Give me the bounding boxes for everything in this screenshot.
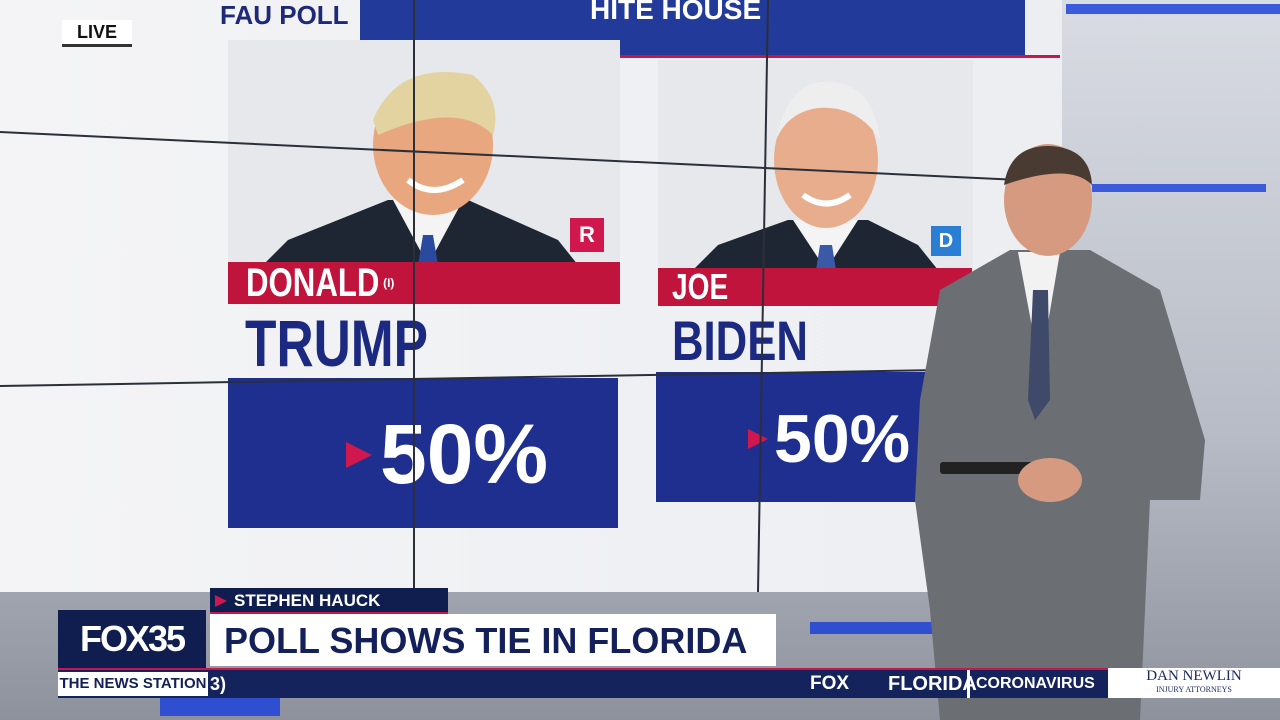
ticker-item: FLORIDA bbox=[888, 673, 977, 695]
sponsor-name: DAN NEWLIN bbox=[1146, 668, 1242, 684]
last-name: BIDEN bbox=[672, 308, 846, 374]
ticker-fragment: 3) bbox=[210, 674, 227, 694]
incumbent-note: (I) bbox=[383, 276, 395, 290]
share-box: 50% bbox=[228, 378, 618, 528]
live-badge: LIVE bbox=[62, 20, 132, 47]
reporter-bar: STEPHEN HAUCK bbox=[210, 588, 448, 614]
photo-panel bbox=[228, 40, 620, 265]
last-name: TRUMP bbox=[245, 305, 480, 381]
party-badge: R bbox=[570, 218, 604, 252]
portrait bbox=[693, 81, 938, 270]
share: 50% bbox=[380, 407, 549, 501]
studio-light bbox=[810, 622, 940, 634]
ticker-item: CORONAVIRUS bbox=[976, 675, 1095, 692]
banner-text: HITE HOUSE bbox=[590, 0, 762, 25]
first-name: JOE bbox=[672, 266, 729, 307]
banner-stripe bbox=[440, 55, 1060, 58]
pointer bbox=[215, 595, 227, 607]
portrait bbox=[263, 72, 578, 265]
poll-label: FAU POLL bbox=[220, 0, 349, 30]
pointer bbox=[748, 429, 768, 449]
last-name-text: BIDEN bbox=[672, 309, 808, 372]
headline: POLL SHOWS TIE IN FLORIDA bbox=[224, 620, 748, 661]
party-badge: D bbox=[931, 226, 961, 256]
ticker-under bbox=[160, 698, 280, 716]
sponsor-subtitle: INJURY ATTORNEYS bbox=[1156, 685, 1232, 694]
ticker-bar bbox=[58, 668, 1280, 698]
share-box: 50% bbox=[656, 372, 936, 502]
presenter bbox=[915, 144, 1205, 720]
ticker-divider bbox=[967, 670, 970, 698]
first-name-bar: JOE bbox=[658, 268, 972, 306]
last-name-text: TRUMP bbox=[245, 306, 429, 380]
reporter: STEPHEN HAUCK bbox=[234, 591, 381, 610]
share: 50% bbox=[774, 401, 911, 477]
headline-bar: POLL SHOWS TIE IN FLORIDA bbox=[210, 614, 776, 666]
station-logo: FOX35 bbox=[58, 610, 206, 668]
pointer bbox=[346, 442, 372, 468]
sponsor-box: DAN NEWLIN INJURY ATTORNEYS bbox=[1108, 668, 1280, 698]
station-tagline: THE NEWS STATION bbox=[58, 672, 208, 696]
wall-seams bbox=[0, 0, 1062, 592]
first-name: DONALD bbox=[246, 261, 380, 305]
studio-light bbox=[1066, 4, 1280, 14]
studio-light bbox=[1092, 184, 1266, 192]
ticker-brand: FOX bbox=[810, 673, 850, 694]
first-name-bar: DONALD (I) bbox=[228, 262, 620, 304]
photo-panel bbox=[658, 60, 973, 270]
